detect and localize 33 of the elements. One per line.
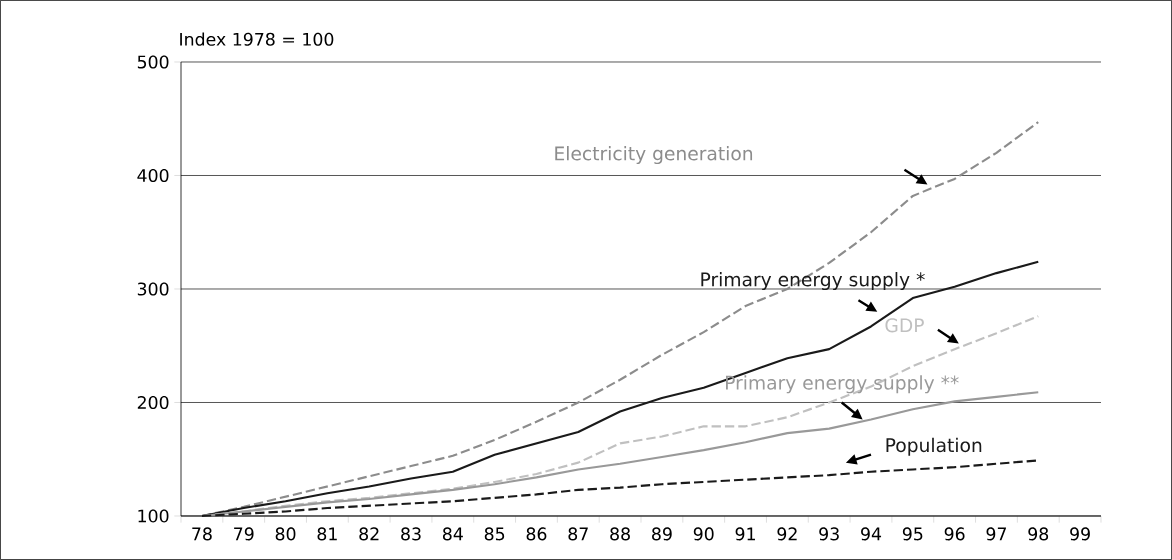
y-axis-title: Index 1978 = 100 [180, 32, 334, 46]
y-tick-label: 200 [137, 395, 169, 410]
series-label: Primary energy supply ** [726, 375, 959, 394]
x-tick-label: 90 [693, 527, 714, 541]
x-tick-label: 96 [944, 527, 965, 541]
x-tick-label: 94 [861, 527, 882, 541]
x-tick-label: 85 [484, 527, 505, 541]
y-tick-label: 100 [138, 509, 169, 523]
y-tick-label: 300 [137, 282, 169, 296]
y-tick-label: 400 [137, 168, 169, 183]
x-tick-label: 91 [735, 527, 755, 541]
series-label: Primary energy supply * [701, 272, 925, 291]
x-tick-label: 80 [275, 527, 296, 541]
series-label: GDP [885, 318, 924, 333]
x-tick-label: 83 [401, 527, 421, 541]
x-tick-label: 92 [777, 527, 797, 541]
x-tick-label: 97 [986, 527, 1006, 541]
x-tick-label: 95 [902, 527, 923, 541]
text: Electricity generation [555, 146, 753, 165]
x-tick-label: 87 [568, 527, 588, 541]
series-label: Population [886, 437, 982, 456]
y-tick-label: 500 [137, 55, 169, 69]
x-tick-label: 89 [652, 527, 672, 541]
x-tick-label: 88 [610, 527, 630, 541]
x-tick-label: 78 [192, 527, 212, 541]
x-tick-label: 93 [819, 527, 839, 541]
x-tick-label: 82 [359, 527, 379, 541]
x-tick-label: 98 [1028, 527, 1049, 541]
x-tick-label: 99 [1070, 527, 1090, 541]
x-tick-label: 79 [234, 527, 254, 541]
x-tick-label: 81 [317, 527, 337, 541]
x-tick-label: 84 [442, 527, 463, 541]
x-tick-label: 86 [526, 527, 547, 541]
